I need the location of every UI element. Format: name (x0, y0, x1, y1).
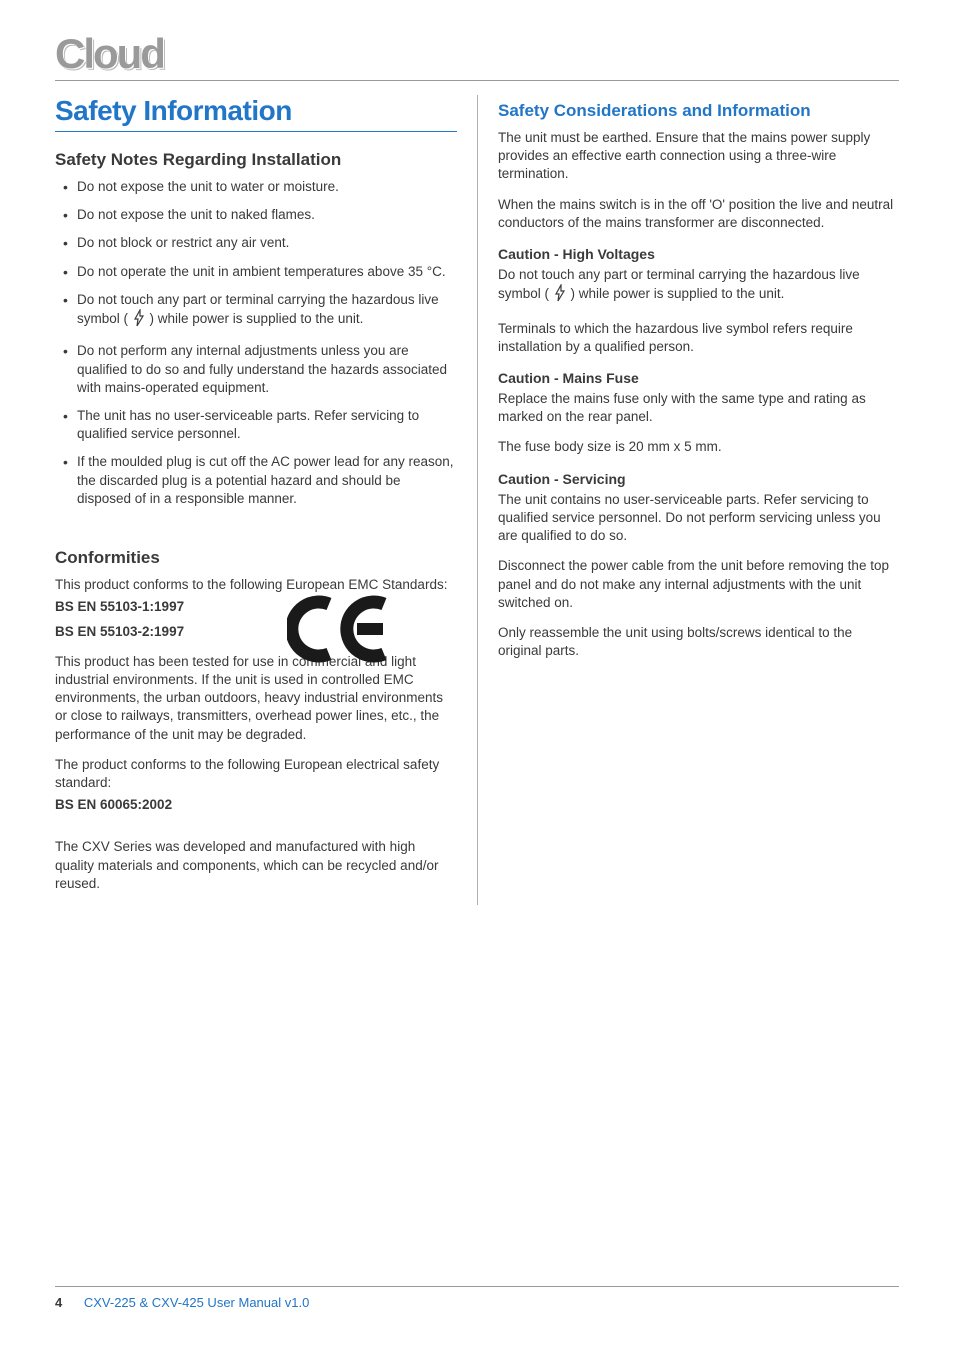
caution-servicing-heading: Caution - Servicing (498, 471, 899, 487)
caution-fuse-p1: Replace the mains fuse only with the sam… (498, 390, 899, 426)
caution-fuse-heading: Caution - Mains Fuse (498, 370, 899, 386)
caution-servicing-p1: The unit contains no user-serviceable pa… (498, 491, 899, 546)
caution-hv-heading: Caution - High Voltages (498, 246, 899, 262)
install-heading: Safety Notes Regarding Installation (55, 150, 457, 170)
brand-logo: Cloud (55, 30, 899, 78)
left-column: Safety Information Safety Notes Regardin… (55, 95, 477, 905)
standards-row: BS EN 55103-1:1997 BS EN 55103-2:1997 (55, 598, 457, 640)
caution-servicing-p2: Disconnect the power cable from the unit… (498, 557, 899, 612)
list-item: Do not block or restrict any air vent. (55, 234, 457, 252)
lightning-icon (553, 284, 567, 307)
list-item: Do not operate the unit in ambient tempe… (55, 263, 457, 281)
title-underline (55, 131, 457, 132)
caution-hv-p1: Do not touch any part or terminal carryi… (498, 266, 899, 307)
caution-servicing-p3: Only reassemble the unit using bolts/scr… (498, 624, 899, 660)
list-item: Do not perform any internal adjustments … (55, 342, 457, 397)
content-columns: Safety Information Safety Notes Regardin… (55, 95, 899, 905)
list-item: If the moulded plug is cut off the AC po… (55, 453, 457, 508)
conformities-p4: The CXV Series was developed and manufac… (55, 838, 457, 893)
footer-title: CXV-225 & CXV-425 User Manual v1.0 (84, 1295, 309, 1310)
right-p2: When the mains switch is in the off 'O' … (498, 196, 899, 232)
page-number: 4 (55, 1295, 62, 1310)
conformities-p3: The product conforms to the following Eu… (55, 756, 457, 792)
right-column: Safety Considerations and Information Th… (477, 95, 899, 905)
list-item: Do not expose the unit to naked flames. (55, 206, 457, 224)
caution-hv-p2: Terminals to which the hazardous live sy… (498, 320, 899, 356)
page-title: Safety Information (55, 95, 457, 127)
page: Cloud Safety Information Safety Notes Re… (0, 0, 954, 1350)
right-p1: The unit must be earthed. Ensure that th… (498, 129, 899, 184)
list-item: Do not expose the unit to water or moist… (55, 178, 457, 196)
safety-considerations-heading: Safety Considerations and Information (498, 101, 899, 121)
conformities-intro: This product conforms to the following E… (55, 576, 457, 594)
caution-fuse-p2: The fuse body size is 20 mm x 5 mm. (498, 438, 899, 456)
install-list: Do not expose the unit to water or moist… (55, 178, 457, 508)
footer-text: 4 CXV-225 & CXV-425 User Manual v1.0 (55, 1295, 899, 1310)
header-rule (55, 80, 899, 81)
conformities-heading: Conformities (55, 548, 457, 568)
list-item: Do not touch any part or terminal carryi… (55, 291, 457, 332)
list-item: The unit has no user-serviceable parts. … (55, 407, 457, 443)
footer-rule (55, 1286, 899, 1287)
lightning-icon (132, 309, 146, 332)
standard-3: BS EN 60065:2002 (55, 796, 457, 814)
page-footer: 4 CXV-225 & CXV-425 User Manual v1.0 (55, 1286, 899, 1310)
ce-mark-icon (287, 594, 397, 669)
